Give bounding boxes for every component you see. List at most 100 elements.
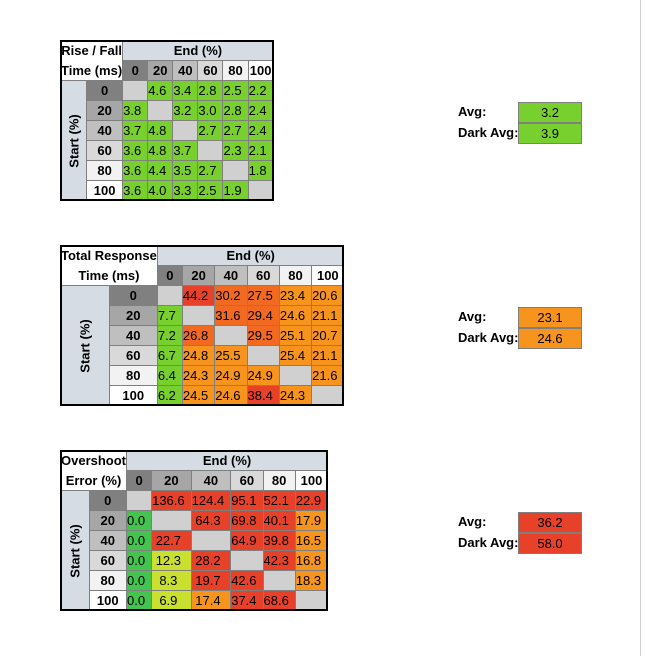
end-axis-label: End (%) — [156, 245, 345, 266]
column-header: 100 — [247, 60, 274, 81]
table-cell: 3.6 — [122, 140, 149, 161]
start-axis-label: Start (%) — [60, 285, 110, 406]
table-row: 40 0.0 22.7 64.9 39.8 16.5 — [61, 530, 329, 551]
table-cell: 2.5 — [222, 80, 249, 101]
table-cell: 2.2 — [247, 80, 274, 101]
row-header: 20 — [108, 305, 158, 326]
table-title-line1: Total Response — [60, 245, 158, 266]
row-header: 60 — [108, 345, 158, 366]
table-cell: 22.9 — [294, 490, 329, 511]
row-header: 40 — [88, 530, 128, 551]
table-cell: 23.4 — [278, 285, 313, 306]
avg-label: Avg: — [458, 514, 487, 529]
table-cell: 42.6 — [230, 570, 264, 591]
column-header: 20 — [181, 265, 216, 286]
row-header: 0 — [86, 80, 124, 101]
dark-avg-label: Dark Avg: — [458, 330, 519, 345]
table-cell — [230, 550, 264, 571]
table-cell: 29.5 — [246, 325, 280, 346]
table-cell: 21.6 — [311, 365, 345, 386]
table-row: 80 3.6 4.4 3.5 2.7 1.8 — [61, 160, 274, 181]
metric-table: Overshoot End (%) Error (%) 0 20 40 60 80 100 Sta… — [59, 450, 329, 611]
column-header: 100 — [294, 470, 329, 491]
column-header: 20 — [151, 470, 192, 491]
table-cell: 26.8 — [181, 325, 216, 346]
table-cell: 24.5 — [181, 385, 216, 406]
avg-value: 3.2 — [518, 102, 582, 123]
table-cell: 0.0 — [126, 550, 153, 571]
table-title-line1: Rise / Fall — [59, 40, 124, 61]
table-title-line2: Time (ms) — [59, 60, 124, 81]
table-cell: 17.4 — [190, 590, 232, 611]
start-axis-label-text: Start (%) — [67, 523, 83, 578]
table-cell: 136.6 — [151, 490, 192, 511]
table-cell: 6.7 — [156, 345, 183, 366]
table-cell: 3.7 — [172, 140, 199, 161]
table-cell: 24.9 — [246, 365, 280, 386]
table-cell — [247, 180, 274, 201]
table-cell: 64.9 — [230, 530, 264, 551]
column-header: 40 — [172, 60, 199, 81]
table-cell — [156, 285, 183, 306]
row-header: 100 — [86, 180, 124, 201]
metric-table: Rise / Fall End (%) Time (ms) 0 20 40 60 80 100 S… — [59, 40, 274, 201]
avg-value: 23.1 — [518, 307, 582, 328]
table-cell: 24.6 — [214, 385, 248, 406]
table-cell: 1.8 — [247, 160, 274, 181]
column-header: 0 — [122, 60, 149, 81]
table-cell: 42.3 — [262, 550, 296, 571]
row-header: 80 — [88, 570, 128, 591]
table-cell — [190, 530, 232, 551]
table-cell: 3.4 — [172, 80, 199, 101]
start-axis-label-text: Start (%) — [66, 113, 81, 168]
table-cell: 21.1 — [311, 305, 345, 326]
table-cell — [262, 570, 296, 591]
column-header: 80 — [262, 470, 296, 491]
table-cell: 0.0 — [126, 530, 153, 551]
column-header: 100 — [311, 265, 345, 286]
row-header: 60 — [86, 140, 124, 161]
table-row: 40 7.2 26.8 29.5 25.1 20.7 — [61, 325, 345, 346]
table-cell: 24.3 — [181, 365, 216, 386]
table-row: Start (%) 0 44.2 30.2 27.5 23.4 20.6 — [60, 285, 345, 406]
table-cell: 3.3 — [172, 180, 199, 201]
table-row: 60 6.7 24.8 25.5 25.4 21.1 — [61, 345, 345, 366]
table-cell: 3.6 — [122, 160, 149, 181]
table-cell: 6.9 — [151, 590, 192, 611]
table-row: 80 0.0 8.3 19.7 42.6 18.3 — [61, 570, 329, 591]
table-cell: 4.8 — [147, 140, 174, 161]
table-cell: 2.7 — [197, 160, 224, 181]
table-cell: 3.5 — [172, 160, 199, 181]
table-row: 80 6.4 24.3 24.9 24.9 21.6 — [61, 365, 345, 386]
row-header: 100 — [88, 590, 128, 611]
table-cell: 29.4 — [246, 305, 280, 326]
table-row: 100 0.0 6.9 17.4 37.4 68.6 — [61, 590, 329, 611]
table-cell: 3.7 — [122, 120, 149, 141]
table-cell: 1.9 — [222, 180, 249, 201]
table-title-line2: Time (ms) — [60, 265, 158, 286]
table-cell: 44.2 — [181, 285, 216, 306]
table-cell: 69.8 — [230, 510, 264, 531]
column-header: 40 — [214, 265, 248, 286]
table-row: 60 3.6 4.8 3.7 2.3 2.1 — [61, 140, 274, 161]
dark-avg-value: 58.0 — [518, 533, 582, 554]
row-header: 60 — [88, 550, 128, 571]
table-cell: 16.5 — [294, 530, 329, 551]
table-cell: 64.3 — [190, 510, 232, 531]
row-header: 100 — [108, 385, 158, 406]
start-axis-label: Start (%) — [59, 80, 88, 201]
table-cell — [126, 490, 153, 511]
page-edge-line — [640, 0, 641, 656]
table-cell: 30.2 — [214, 285, 248, 306]
table-cell: 2.4 — [247, 100, 274, 121]
table-cell: 2.7 — [197, 120, 224, 141]
column-header: 0 — [126, 470, 153, 491]
column-header: 40 — [190, 470, 232, 491]
table-cell: 18.3 — [294, 570, 329, 591]
table-row: Start (%) 0 136.6 124.4 95.1 52.1 22.9 — [60, 490, 329, 611]
column-header: 60 — [246, 265, 280, 286]
table-row: 40 3.7 4.8 2.7 2.7 2.4 — [61, 120, 274, 141]
table-cell: 3.8 — [122, 100, 149, 121]
dark-avg-value: 24.6 — [518, 328, 582, 349]
table-cell: 21.1 — [311, 345, 345, 366]
